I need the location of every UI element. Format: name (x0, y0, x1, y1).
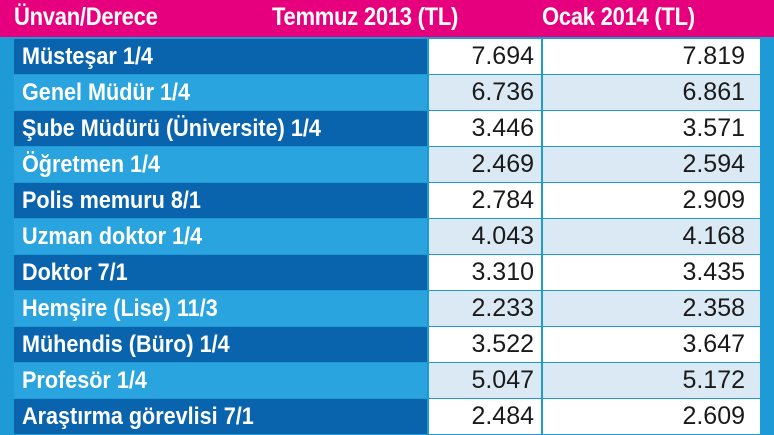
value-jan-2014: 5.172 (543, 363, 760, 398)
row-label: Polis memuru 8/1 (14, 183, 427, 218)
table-row: Doktor 7/1 3.310 3.435 (14, 255, 760, 290)
value-jan-2014: 3.647 (543, 327, 760, 362)
row-label: Profesör 1/4 (14, 363, 427, 398)
table-row: Genel Müdür 1/4 6.736 6.861 (14, 75, 760, 110)
table-header: Ünvan/Derece Temmuz 2013 (TL) Ocak 2014 … (0, 0, 774, 37)
value-july-2013: 2.484 (429, 399, 541, 434)
row-label: Öğretmen 1/4 (14, 147, 427, 182)
value-july-2013: 3.446 (429, 111, 541, 146)
value-jan-2014: 6.861 (543, 75, 760, 110)
value-july-2013: 4.043 (429, 219, 541, 254)
value-july-2013: 2.233 (429, 291, 541, 326)
value-july-2013: 5.047 (429, 363, 541, 398)
row-label: Hemşire (Lise) 11/3 (14, 291, 427, 326)
value-july-2013: 2.784 (429, 183, 541, 218)
table-row: Araştırma görevlisi 7/1 2.484 2.609 (14, 399, 760, 434)
value-jan-2014: 2.909 (543, 183, 760, 218)
table-row: Öğretmen 1/4 2.469 2.594 (14, 147, 760, 182)
row-label: Araştırma görevlisi 7/1 (14, 399, 427, 434)
row-label: Uzman doktor 1/4 (14, 219, 427, 254)
value-jan-2014: 2.358 (543, 291, 760, 326)
table-row: Polis memuru 8/1 2.784 2.909 (14, 183, 760, 218)
table-row: Uzman doktor 1/4 4.043 4.168 (14, 219, 760, 254)
value-jan-2014: 7.819 (543, 39, 760, 74)
table-row: Müsteşar 1/4 7.694 7.819 (14, 39, 760, 74)
row-label: Doktor 7/1 (14, 255, 427, 290)
value-july-2013: 7.694 (429, 39, 541, 74)
table-body: Müsteşar 1/4 7.694 7.819 Genel Müdür 1/4… (14, 39, 760, 435)
table-row: Şube Müdürü (Üniversite) 1/4 3.446 3.571 (14, 111, 760, 146)
table-row: Profesör 1/4 5.047 5.172 (14, 363, 760, 398)
value-jan-2014: 3.435 (543, 255, 760, 290)
value-july-2013: 3.310 (429, 255, 541, 290)
value-jan-2014: 3.571 (543, 111, 760, 146)
table-row: Hemşire (Lise) 11/3 2.233 2.358 (14, 291, 760, 326)
row-label: Müsteşar 1/4 (14, 39, 427, 74)
value-july-2013: 2.469 (429, 147, 541, 182)
value-jan-2014: 2.609 (543, 399, 760, 434)
row-label: Mühendis (Büro) 1/4 (14, 327, 427, 362)
value-july-2013: 3.522 (429, 327, 541, 362)
value-july-2013: 6.736 (429, 75, 541, 110)
row-label: Genel Müdür 1/4 (14, 75, 427, 110)
value-jan-2014: 2.594 (543, 147, 760, 182)
header-title: Ünvan/Derece (14, 3, 158, 31)
table-row: Mühendis (Büro) 1/4 3.522 3.647 (14, 327, 760, 362)
header-col-july-2013: Temmuz 2013 (TL) (272, 3, 459, 31)
value-jan-2014: 4.168 (543, 219, 760, 254)
row-label: Şube Müdürü (Üniversite) 1/4 (14, 111, 427, 146)
header-col-jan-2014: Ocak 2014 (TL) (542, 3, 695, 31)
